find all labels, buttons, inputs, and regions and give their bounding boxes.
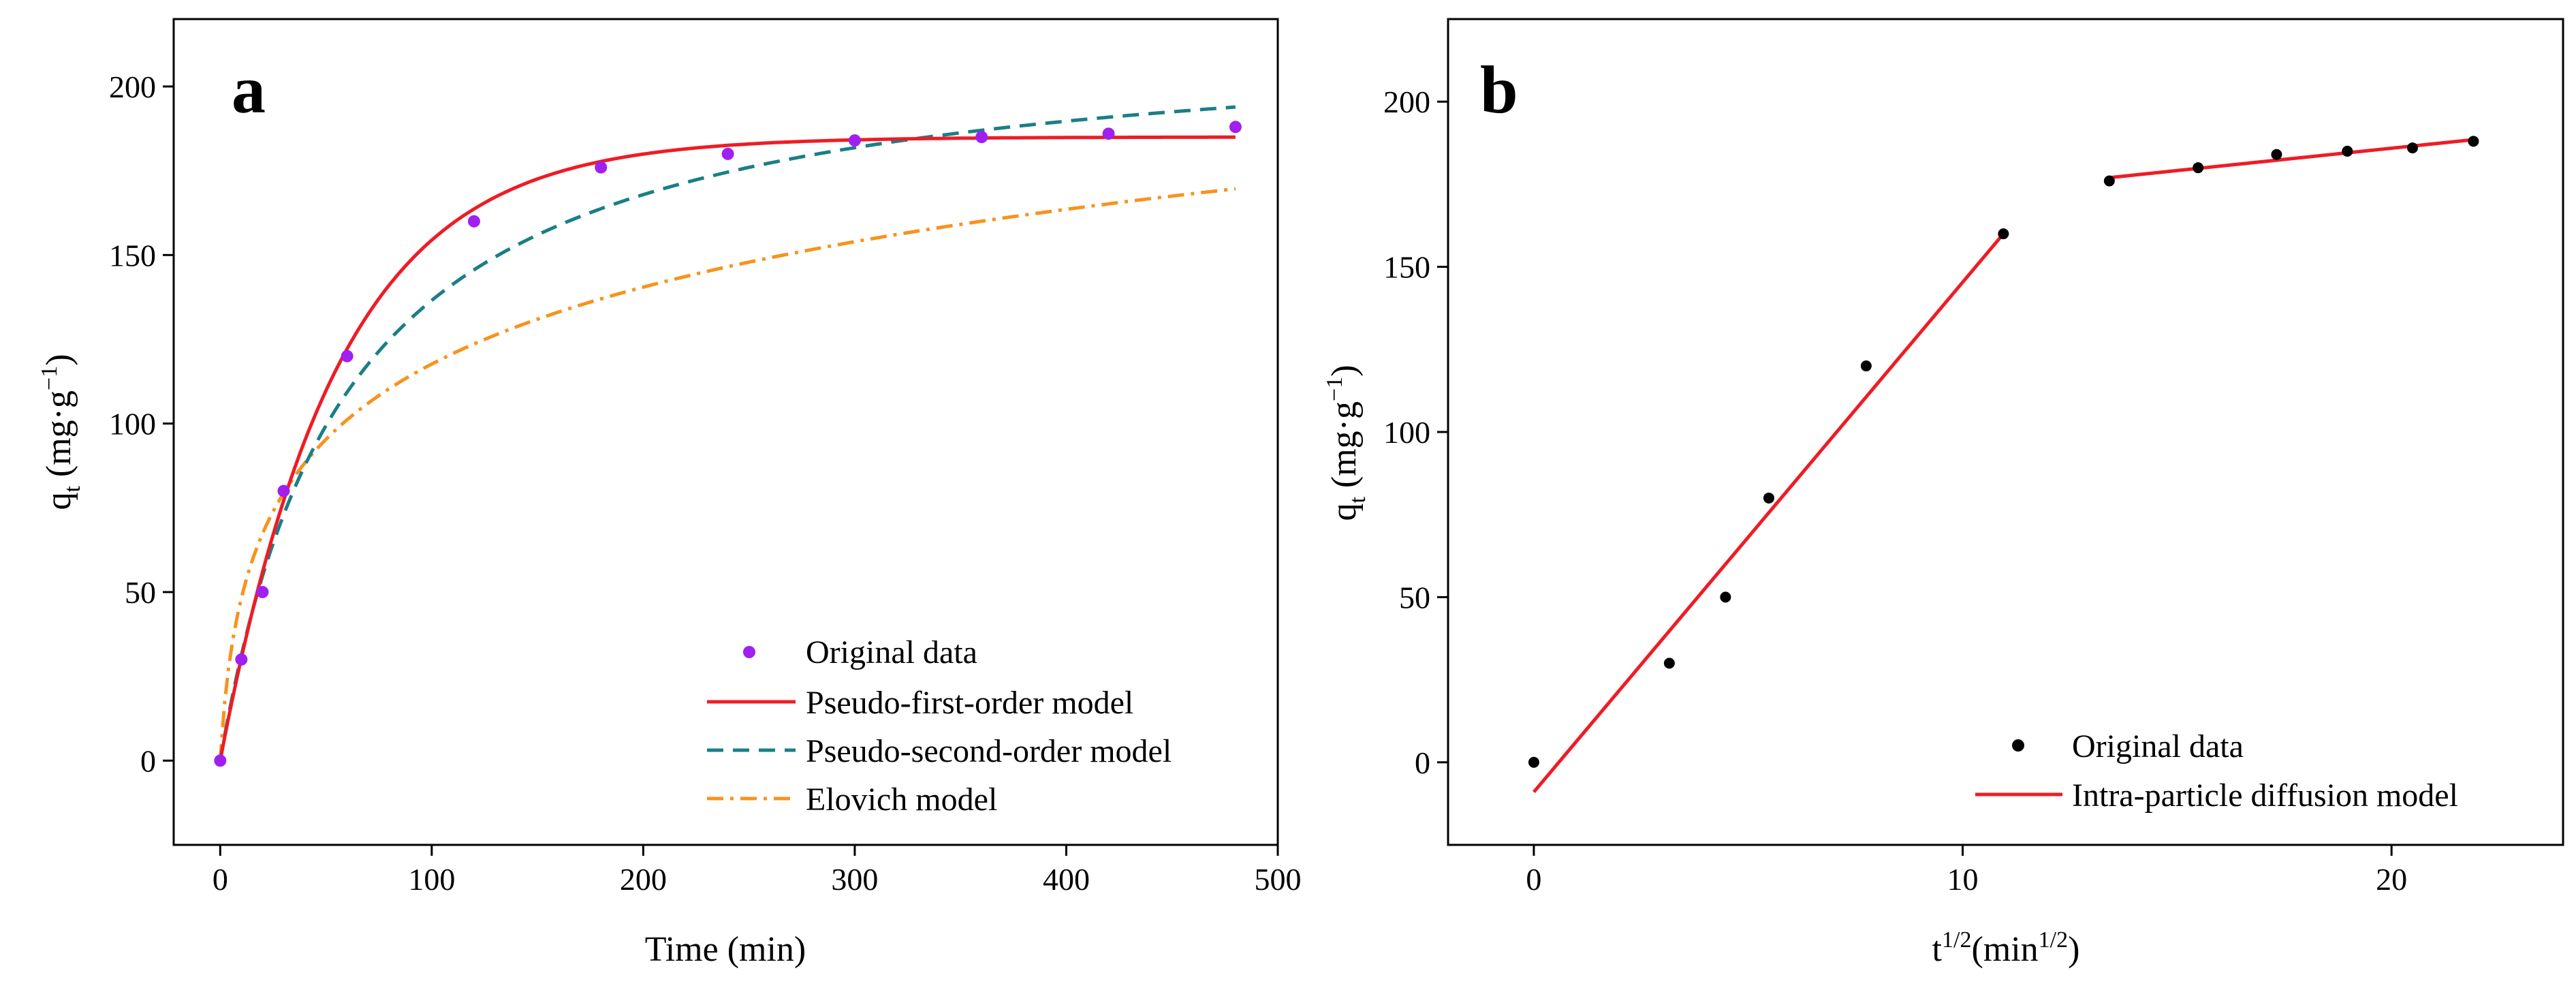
data-point	[1528, 756, 1539, 768]
data-point	[1663, 658, 1675, 669]
y-tick-label: 200	[1383, 84, 1430, 119]
panel-a-x-axis-title: Time (min)	[645, 930, 806, 969]
data-point	[1998, 228, 2009, 240]
x-tick-label: 10	[1947, 862, 1979, 897]
panel-a-axes-frame	[172, 18, 1279, 846]
data-point	[2407, 142, 2419, 154]
series-pso-curve	[218, 105, 1236, 761]
data-point	[1860, 360, 1872, 372]
y-tick-label: 150	[109, 238, 156, 273]
x-tick-label: 0	[1526, 862, 1541, 897]
data-point	[2342, 145, 2353, 157]
legend-label-original-data: Original data	[806, 634, 977, 670]
legend-label-elovich: Elovich model	[806, 782, 997, 818]
y-tick-label: 100	[109, 407, 156, 442]
legend-marker-b-original-data	[2012, 739, 2024, 752]
legend-item-pseudo-first-order: Pseudo-first-order model	[707, 685, 1133, 721]
fit-segment-1	[1533, 232, 2005, 794]
fit-segment-2	[2109, 138, 2474, 180]
data-point	[595, 161, 608, 174]
data-point	[277, 484, 290, 497]
legend-label-pseudo-first-order: Pseudo-first-order model	[806, 685, 1133, 721]
y-tick-label: 50	[1399, 580, 1430, 615]
legend-label-pseudo-second-order: Pseudo-second-order model	[806, 733, 1172, 769]
x-tick-label: 500	[1255, 862, 1302, 897]
data-point	[975, 131, 988, 144]
data-point	[848, 134, 861, 147]
panel-a-y-axis-title: qt (mg·g−1)	[37, 354, 85, 510]
data-point	[1763, 492, 1774, 504]
data-point	[341, 350, 354, 362]
legend-item-b-intra-particle: Intra-particle diffusion model	[1975, 777, 2458, 814]
y-tick-label: 0	[1415, 745, 1430, 780]
panel-b-x-axis-title: t1/2(min1/2)	[1932, 927, 2080, 969]
x-tick-label: 300	[831, 862, 878, 897]
x-tick-label: 200	[620, 862, 667, 897]
x-tick-label: 100	[408, 862, 455, 897]
legend-label-b-intra-particle: Intra-particle diffusion model	[2072, 777, 2458, 814]
legend-item-original-data: Original data	[743, 634, 977, 670]
data-point	[1102, 127, 1115, 140]
panel-a-label: a	[232, 52, 266, 127]
data-point	[1720, 591, 1731, 603]
legend-item-elovich: Elovich model	[707, 782, 997, 818]
panel-a-legend: Original data Pseudo-first-order model P…	[707, 634, 1172, 818]
x-tick-label: 20	[2376, 862, 2407, 897]
legend-marker-original-data	[743, 646, 755, 658]
data-point	[721, 147, 734, 160]
panel-b-y-axis-title: qt (mg·g−1)	[1322, 365, 1370, 521]
panel-b-axes-frame	[1447, 18, 2564, 846]
x-tick-label: 400	[1043, 862, 1090, 897]
x-tick-label: 0	[213, 862, 228, 897]
panel-b-plot-area	[1528, 136, 2479, 794]
data-point	[235, 653, 248, 666]
y-tick-label: 200	[109, 69, 156, 104]
y-tick-label: 100	[1383, 415, 1430, 450]
data-point	[2468, 136, 2479, 147]
panel-b-label: b	[1480, 52, 1518, 127]
panel-a-ticks: 0 100 200 300 400 500 0 50 100 150 200	[109, 69, 1302, 897]
series-pfo-curve	[218, 135, 1236, 761]
data-point	[2103, 175, 2115, 187]
legend-item-b-original-data: Original data	[2012, 728, 2244, 764]
legend-label-b-original-data: Original data	[2072, 728, 2244, 764]
data-point	[2271, 149, 2282, 160]
panel-a: 0 100 200 300 400 500 0 50 100 150 200 a Time (min…	[37, 18, 1302, 969]
data-point	[2193, 162, 2204, 174]
data-point	[1229, 121, 1242, 134]
data-point	[256, 585, 269, 598]
y-tick-label: 0	[140, 743, 156, 778]
panel-b-legend: Original data Intra-particle diffusion m…	[1975, 728, 2458, 814]
panel-a-plot-area	[214, 105, 1242, 767]
legend-item-pseudo-second-order: Pseudo-second-order model	[707, 733, 1172, 769]
y-tick-label: 50	[125, 575, 156, 610]
series-elovich-curve	[218, 187, 1236, 761]
y-tick-label: 150	[1383, 250, 1430, 285]
data-point	[214, 754, 227, 767]
data-point	[467, 215, 480, 228]
